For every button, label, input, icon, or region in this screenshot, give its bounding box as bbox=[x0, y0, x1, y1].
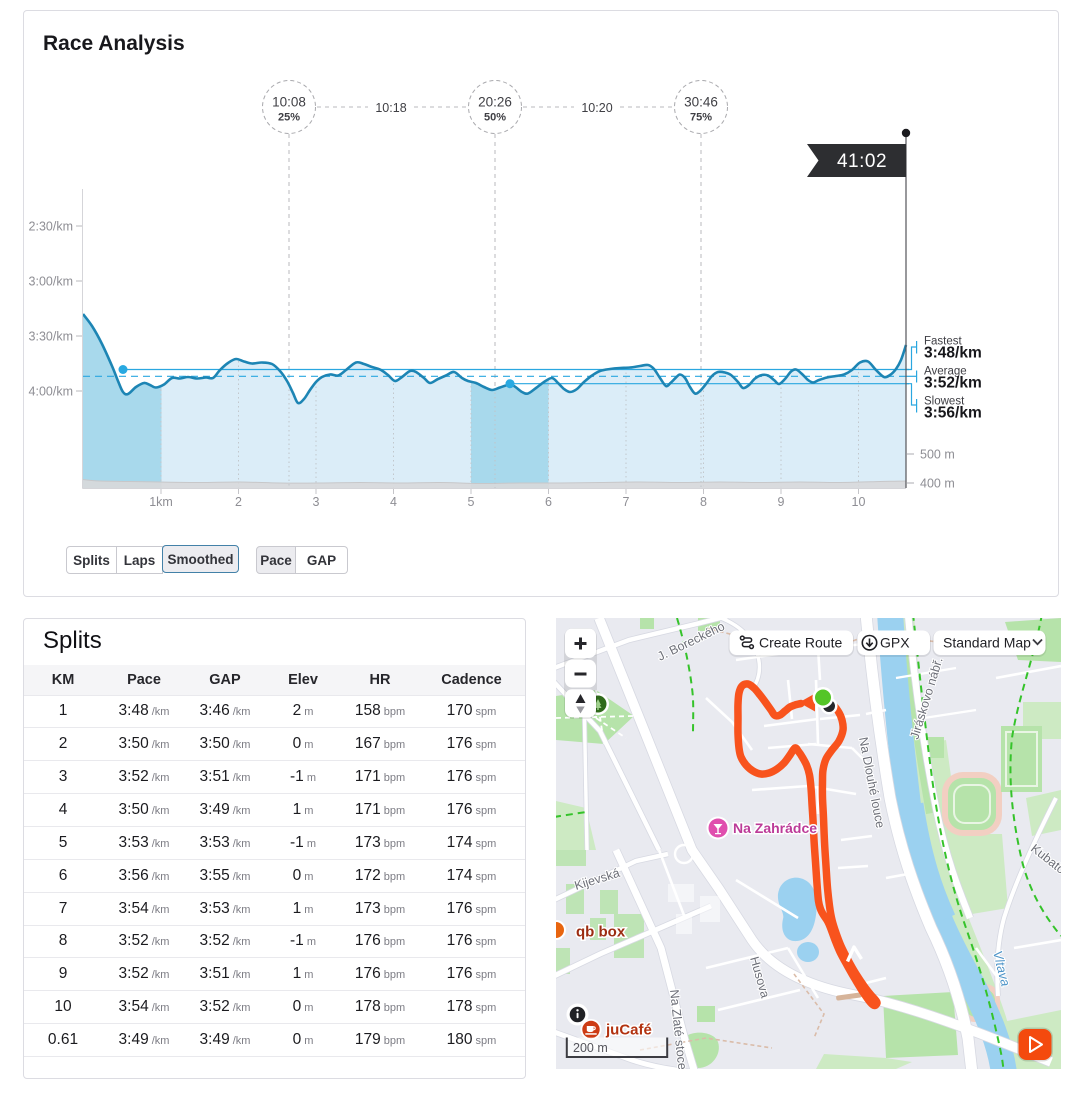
svg-text:3: 3 bbox=[313, 495, 320, 509]
svg-text:Fastest: Fastest bbox=[924, 336, 963, 348]
svg-text:3:00/km: 3:00/km bbox=[29, 275, 73, 289]
svg-text:10:08: 10:08 bbox=[272, 95, 306, 110]
svg-text:10:20: 10:20 bbox=[581, 101, 612, 115]
svg-text:500 m: 500 m bbox=[920, 448, 955, 462]
svg-text:20:26: 20:26 bbox=[478, 95, 512, 110]
svg-text:Na Zahrádce: Na Zahrádce bbox=[733, 820, 817, 836]
svg-text:10:18: 10:18 bbox=[375, 101, 406, 115]
svg-text:5: 5 bbox=[468, 495, 475, 509]
svg-text:200 m: 200 m bbox=[573, 1041, 608, 1055]
svg-text:2:30/km: 2:30/km bbox=[29, 220, 73, 234]
svg-text:Average: Average bbox=[924, 366, 967, 378]
svg-text:25%: 25% bbox=[278, 112, 300, 124]
svg-text:1km: 1km bbox=[149, 495, 173, 509]
svg-text:qb box: qb box bbox=[576, 924, 626, 941]
svg-text:30:46: 30:46 bbox=[684, 95, 718, 110]
svg-text:10: 10 bbox=[852, 495, 866, 509]
svg-text:400 m: 400 m bbox=[920, 477, 955, 491]
svg-text:4: 4 bbox=[390, 495, 397, 509]
svg-text:3:56/km: 3:56/km bbox=[924, 405, 982, 422]
svg-text:3:52/km: 3:52/km bbox=[924, 375, 982, 392]
svg-text:juCafé: juCafé bbox=[605, 1022, 652, 1039]
svg-text:41:02: 41:02 bbox=[837, 151, 887, 172]
svg-text:4:00/km: 4:00/km bbox=[29, 385, 73, 399]
svg-text:8: 8 bbox=[700, 495, 707, 509]
svg-text:50%: 50% bbox=[484, 112, 506, 124]
svg-text:3:48/km: 3:48/km bbox=[924, 345, 982, 362]
svg-text:Standard Map: Standard Map bbox=[943, 635, 1031, 651]
svg-text:Slowest: Slowest bbox=[924, 396, 965, 408]
svg-text:GPX: GPX bbox=[880, 635, 910, 651]
svg-text:2: 2 bbox=[235, 495, 242, 509]
svg-text:75%: 75% bbox=[690, 112, 712, 124]
svg-text:7: 7 bbox=[623, 495, 630, 509]
svg-text:9: 9 bbox=[778, 495, 785, 509]
svg-text:Create Route: Create Route bbox=[759, 635, 842, 651]
svg-text:6: 6 bbox=[545, 495, 552, 509]
svg-text:3:30/km: 3:30/km bbox=[29, 330, 73, 344]
